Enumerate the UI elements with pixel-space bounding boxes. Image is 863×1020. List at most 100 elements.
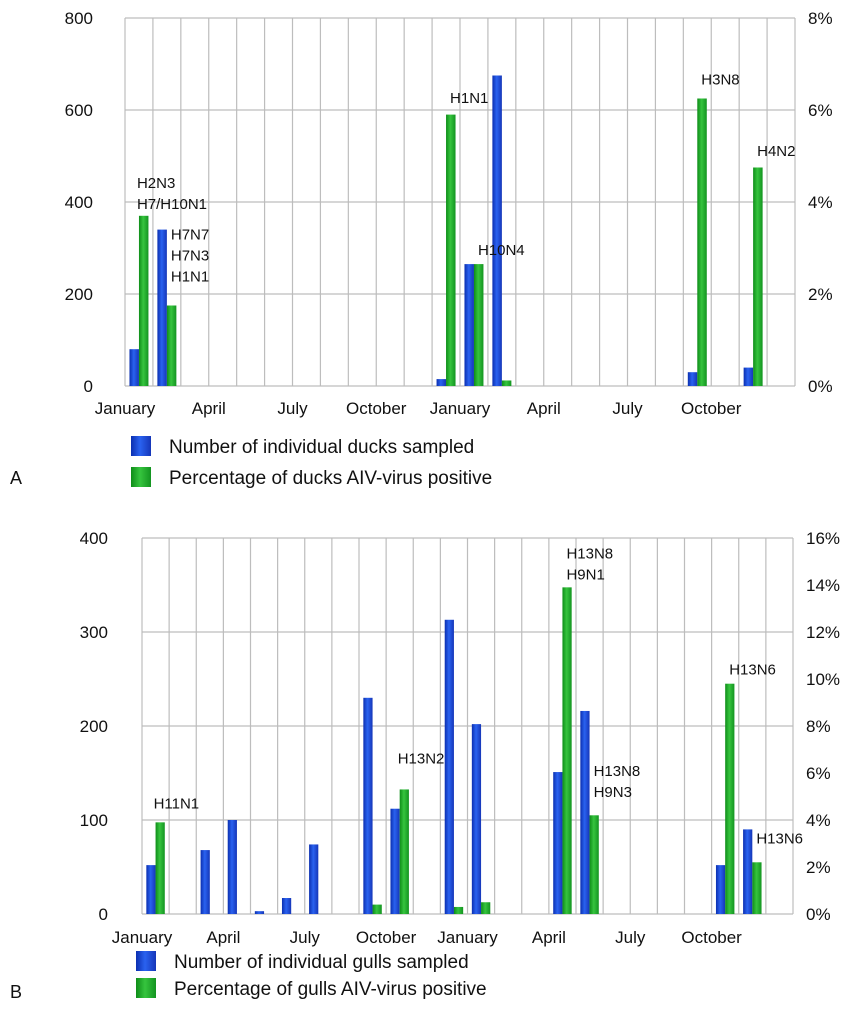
legend-swatch — [136, 978, 156, 998]
bar-percent — [446, 114, 456, 386]
y-right-tick-label: 2% — [806, 858, 831, 877]
subtype-annotation: H7N7 — [171, 227, 209, 244]
y-left-tick-label: 200 — [80, 717, 108, 736]
subtype-annotation: H9N1 — [566, 567, 604, 584]
x-tick-label: April — [532, 928, 566, 947]
bar-count — [363, 697, 373, 914]
bar-count — [281, 898, 292, 914]
y-right-tick-label: 0% — [808, 377, 833, 396]
y-right-tick-label: 12% — [806, 623, 840, 642]
bar-count — [444, 619, 454, 914]
subtype-annotation: H13N8 — [566, 546, 613, 563]
x-tick-label: April — [206, 928, 240, 947]
subtype-annotation: H1N1 — [450, 90, 488, 107]
bar-count — [436, 379, 447, 386]
bar-percent — [725, 683, 735, 914]
bar-percent — [697, 98, 707, 386]
subtype-annotation: H3N8 — [701, 72, 739, 89]
bar-percent — [453, 906, 464, 914]
subtype-annotation: H1N1 — [171, 269, 209, 286]
y-right-tick-label: 4% — [806, 811, 831, 830]
y-left-tick-label: 300 — [80, 623, 108, 642]
legend-label: Number of individual gulls sampled — [174, 952, 469, 973]
x-tick-label: October — [681, 928, 742, 947]
y-right-tick-label: 8% — [806, 717, 831, 736]
subtype-annotation: H7/H10N1 — [137, 196, 207, 213]
bar-count — [687, 372, 698, 386]
bar-percent — [753, 167, 763, 386]
y-right-tick-label: 0% — [806, 905, 831, 924]
bar-percent — [166, 305, 177, 386]
y-right-tick-label: 8% — [808, 9, 833, 28]
x-tick-label: January — [430, 399, 491, 418]
y-right-tick-label: 6% — [806, 764, 831, 783]
subtype-annotation: H13N6 — [756, 831, 803, 848]
bar-percent — [501, 380, 512, 386]
legend-swatch — [136, 951, 156, 971]
x-tick-label: October — [356, 928, 417, 947]
y-left-tick-label: 0 — [99, 905, 108, 924]
bar-count — [146, 865, 156, 914]
panel-b: 0 100 200 300 400 0% 2% 4% 6% 8% 10% 12% 14% 16% Janua… — [10, 529, 840, 1002]
bar-count — [715, 865, 726, 914]
y-left-tick-label: 600 — [65, 101, 93, 120]
x-tick-label: January — [95, 399, 156, 418]
x-tick-label: July — [290, 928, 321, 947]
y-right-tick-label: 2% — [808, 285, 833, 304]
x-tick-label: October — [681, 399, 742, 418]
bar-percent — [589, 815, 599, 914]
y-right-tick-label: 4% — [808, 193, 833, 212]
bar-percent — [752, 862, 762, 914]
bar-count — [743, 829, 753, 914]
bar-count — [553, 772, 563, 914]
x-tick-label: January — [112, 928, 173, 947]
bar-count — [309, 844, 319, 914]
bar-count — [390, 808, 400, 914]
x-tick-label: April — [527, 399, 561, 418]
y-left-tick-label: 100 — [80, 811, 108, 830]
x-tick-label: October — [346, 399, 407, 418]
subtype-annotation: H4N2 — [757, 143, 795, 160]
x-tick-label: July — [612, 399, 643, 418]
x-tick-label: July — [615, 928, 646, 947]
bar-percent — [138, 215, 149, 386]
subtype-annotation: H9N3 — [594, 784, 632, 801]
legend-swatch — [131, 467, 151, 487]
subtype-annotation: H13N6 — [729, 661, 776, 678]
legend-swatch — [131, 436, 151, 456]
x-tick-label: July — [277, 399, 308, 418]
bar-count — [129, 349, 139, 386]
y-left-tick-label: 800 — [65, 9, 93, 28]
y-right-tick-label: 16% — [806, 529, 840, 548]
y-right-tick-label: 6% — [808, 101, 833, 120]
subtype-annotation: H7N3 — [171, 248, 209, 265]
x-tick-label: January — [437, 928, 498, 947]
bar-count — [227, 820, 237, 914]
panel-label: A — [10, 468, 22, 488]
panel-label: B — [10, 982, 22, 1002]
subtype-annotation: H13N2 — [398, 751, 445, 768]
bar-count — [157, 229, 167, 386]
bar-count — [471, 724, 482, 914]
bar-percent — [372, 904, 382, 914]
legend-label: Percentage of ducks AIV-virus positive — [169, 468, 492, 489]
bar-count — [464, 264, 474, 386]
subtype-annotation: H11N1 — [154, 796, 200, 813]
y-right-tick-label: 10% — [806, 670, 840, 689]
y-left-tick-label: 400 — [80, 529, 108, 548]
subtype-annotation: H13N8 — [594, 763, 641, 780]
bar-count — [254, 911, 265, 914]
bar-count — [580, 710, 590, 914]
bar-percent — [473, 264, 484, 386]
bar-percent — [155, 822, 165, 914]
legend-label: Percentage of gulls AIV-virus positive — [174, 979, 487, 1000]
bar-percent — [399, 789, 409, 914]
panel-a: 0 200 400 600 800 0% 2% 4% 6% 8% January April July O… — [10, 9, 833, 489]
bar-count — [200, 850, 210, 914]
y-left-tick-label: 200 — [65, 285, 93, 304]
y-left-tick-label: 0 — [84, 377, 93, 396]
subtype-annotation: H2N3 — [137, 175, 175, 192]
y-right-tick-label: 14% — [806, 576, 840, 595]
bar-count — [743, 367, 754, 386]
